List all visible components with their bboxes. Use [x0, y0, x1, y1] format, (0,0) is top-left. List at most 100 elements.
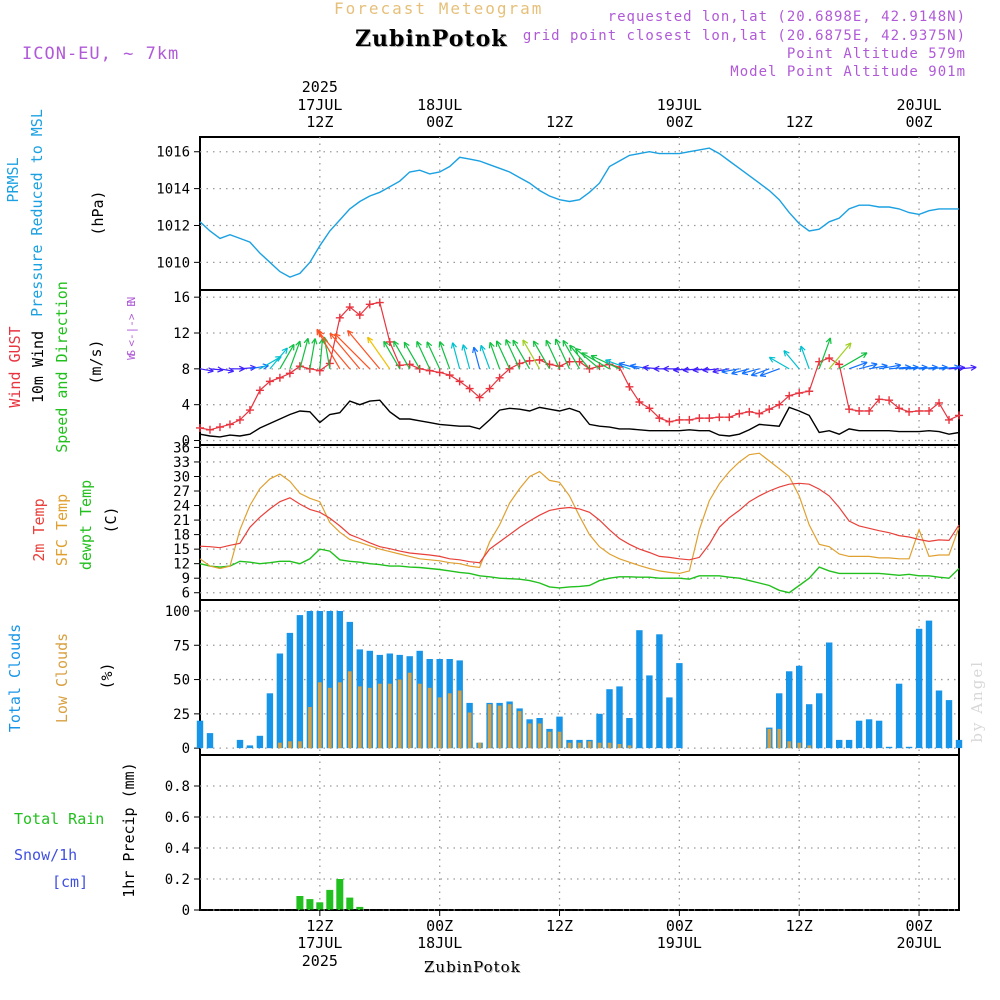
gust-marker	[196, 423, 204, 432]
bottom-axis-year: 2025	[302, 952, 338, 970]
rain-bar	[356, 906, 364, 910]
gust-marker	[465, 384, 474, 393]
ytick-label-precip: 0	[182, 903, 190, 919]
low-cloud-bar	[517, 711, 522, 749]
ytick-label-clouds: 100	[165, 604, 190, 620]
wind-arrow-head	[574, 347, 582, 355]
wind-arrow	[692, 368, 710, 371]
temp-unit: (C)	[102, 506, 120, 533]
ytick-label-pressure: 1010	[156, 255, 190, 271]
wind-arrow-head	[799, 345, 806, 353]
top-axis-date: 19JUL	[657, 96, 702, 114]
low-cloud-bar	[298, 741, 302, 749]
station-name: ZubinPotok	[355, 26, 508, 52]
wind-arrow	[309, 338, 316, 369]
low-cloud-bar	[368, 687, 372, 749]
wind-arrow	[269, 347, 288, 370]
wind-arrow-head	[495, 340, 502, 347]
ytick-label-wind: 16	[173, 290, 190, 306]
panel-frame-wind	[199, 289, 960, 446]
wind-arrow	[462, 344, 471, 369]
wind-arrow-head	[532, 340, 539, 348]
requested-coords: requested lon,lat (20.6898E, 42.9148N)	[607, 9, 966, 25]
low-cloud-bar	[397, 679, 402, 749]
wind-speed-dir-label-group: Speed and Direction	[53, 281, 71, 453]
ytick-label-pressure: 1014	[156, 182, 190, 198]
top-axis-hour: 12Z	[546, 113, 573, 131]
low-cloud-bar	[527, 723, 532, 749]
low-cloud-bar	[477, 742, 482, 749]
wind-arrow	[712, 368, 730, 373]
wind-arrow	[199, 368, 214, 372]
gust-marker	[365, 300, 374, 309]
total-cloud-bar	[836, 739, 843, 749]
low-cloud-bar	[507, 704, 512, 749]
wind-arrow	[403, 341, 421, 370]
top-axis-year: 2025	[302, 78, 338, 96]
panel-frame-temp	[199, 444, 960, 601]
dewpt-label: dewpt Temp	[77, 480, 95, 570]
top-axis-hour: 00Z	[666, 113, 693, 131]
gust-marker	[275, 373, 284, 382]
dewpt-label-group: dewpt Temp	[77, 480, 95, 570]
total-cloud-bar	[296, 615, 304, 749]
wind-arrow	[800, 345, 810, 370]
rain-bar	[316, 902, 324, 911]
total-cloud-bar	[336, 611, 343, 749]
gust-marker	[505, 364, 514, 373]
total-cloud-bar	[316, 611, 323, 749]
low-cloud-bar	[348, 671, 352, 749]
wind-arrow-head	[262, 363, 269, 370]
total-cloud-bar	[636, 630, 643, 749]
total-cloud-bar	[236, 739, 244, 749]
meteogram-title: Forecast Meteogram	[334, 0, 544, 18]
wind-arrow-head	[554, 338, 561, 346]
gust-marker	[265, 377, 274, 386]
gust-marker	[415, 364, 424, 373]
total-cloud-bar	[666, 697, 673, 749]
wind-arrow	[532, 340, 551, 370]
low-cloud-bar	[617, 744, 622, 749]
low-cloud-bar	[797, 742, 801, 749]
gust-marker	[445, 371, 454, 380]
rain-bar	[346, 897, 354, 910]
total-cloud-bar	[326, 611, 333, 749]
ytick-label-precip: 0.2	[165, 872, 190, 888]
point-altitude: Point Altitude 579m	[786, 46, 966, 62]
wind-arrow-head	[569, 344, 576, 352]
wind-arrow	[480, 345, 491, 370]
wind-arrow-head	[334, 333, 341, 340]
wind-arrow	[319, 338, 324, 369]
gust-marker	[935, 398, 944, 407]
wind-arrow-head	[741, 369, 749, 376]
gust-marker	[655, 414, 664, 423]
gust-marker	[755, 409, 764, 418]
clouds-unit-group: (%)	[98, 662, 116, 689]
wind-arrow	[759, 368, 780, 377]
t2m-line	[199, 482, 960, 564]
wind-arrow-head	[860, 352, 868, 359]
ytick-label-wind: 0	[182, 434, 190, 450]
ytick-label-wind: 8	[182, 362, 190, 378]
wind-arrow	[574, 348, 600, 370]
wind-arrow	[367, 336, 391, 370]
low-clouds-label-group: Low Clouds	[53, 633, 71, 723]
total-cloud-bar	[286, 632, 294, 749]
top-axis-hour: 12Z	[786, 113, 813, 131]
bottom-axis-hour: 00Z	[906, 917, 933, 935]
total-cloud-bar	[806, 704, 813, 749]
wind-arrow	[590, 355, 620, 370]
wind-arrow-head	[663, 365, 670, 373]
ytick-label-temp: 36	[173, 440, 190, 456]
low-cloud-bar	[457, 690, 462, 749]
snow-unit: [cm]	[52, 873, 88, 891]
total-cloud-bar	[955, 739, 963, 749]
wind-arrow-head	[317, 330, 325, 338]
wind-arrow	[769, 356, 790, 370]
pressure-label-line1: PRMSL	[4, 157, 22, 202]
rain-bar	[326, 889, 334, 910]
ytick-label-temp: 6	[182, 586, 190, 602]
wind-arrow-head	[970, 364, 977, 371]
low-cloud-bar	[437, 697, 442, 749]
pressure-label-line1-group: PRMSL	[4, 157, 22, 202]
